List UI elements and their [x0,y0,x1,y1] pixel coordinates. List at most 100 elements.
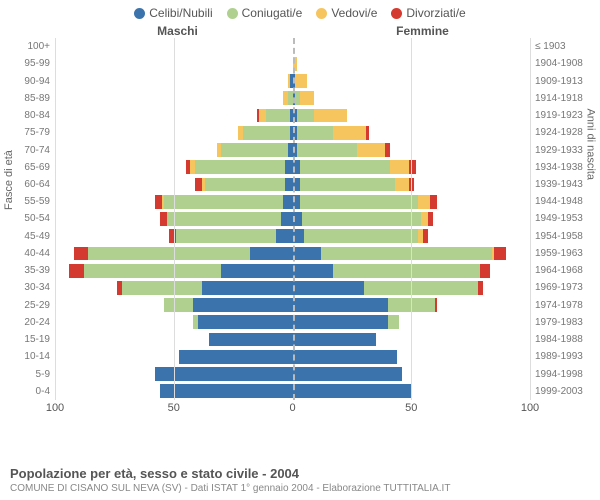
age-label: 60-64 [0,179,50,190]
bar-segment [388,315,400,329]
bar-segment [300,91,314,105]
birth-label: 1999-2003 [535,386,600,397]
birth-label: 1964-1968 [535,265,600,276]
chart-subtitle: COMUNE DI CISANO SUL NEVA (SV) - Dati IS… [10,483,590,494]
bar-segment [293,333,376,347]
bar-segment [314,109,347,123]
grid-line [530,38,531,400]
bar-segment [155,195,162,209]
bar-segment [428,212,433,226]
x-axis: 10050050100 [55,400,530,418]
bar-segment [333,126,366,140]
bar-segment [366,126,368,140]
bar-segment [281,212,293,226]
age-label: 100+ [0,41,50,52]
age-label: 5-9 [0,369,50,380]
bar-segment [259,109,266,123]
bar-segment [435,298,437,312]
bar-segment [193,298,293,312]
chart-container: Celibi/NubiliConiugati/eVedovi/eDivorzia… [0,0,600,500]
birth-label: 1969-1973 [535,282,600,293]
age-label: 50-54 [0,213,50,224]
age-label: 40-44 [0,248,50,259]
bar-segment [88,247,250,261]
bar-segment [364,281,478,295]
bar-segment [155,367,293,381]
x-tick: 100 [46,402,64,414]
bar-segment [357,143,386,157]
birth-label: 1914-1918 [535,93,600,104]
legend-label: Divorziati/e [406,6,465,20]
birth-label: 1989-1993 [535,351,600,362]
age-label: 45-49 [0,231,50,242]
legend-swatch [391,8,402,19]
birth-label: 1904-1908 [535,58,600,69]
bar-segment [221,143,288,157]
bar-segment [285,178,292,192]
x-tick: 50 [168,402,180,414]
bar-segment [385,143,390,157]
bar-segment [69,264,83,278]
bar-segment [395,178,409,192]
birth-label: 1924-1928 [535,127,600,138]
age-label: 95-99 [0,58,50,69]
legend-label: Vedovi/e [331,6,377,20]
age-label: 55-59 [0,196,50,207]
bar-segment [176,229,276,243]
bar-segment [221,264,292,278]
bar-segment [494,247,506,261]
birth-label: 1979-1983 [535,317,600,328]
age-label: 80-84 [0,110,50,121]
center-line [293,38,295,400]
bar-segment [167,212,281,226]
birth-label: 1919-1923 [535,110,600,121]
bar-segment [418,195,430,209]
bar-segment [160,212,167,226]
bar-segment [480,264,490,278]
x-tick: 0 [289,402,295,414]
age-label: 20-24 [0,317,50,328]
bar-segment [160,384,293,398]
bar-segment [195,178,202,192]
bar-segment [266,109,290,123]
bar-segment [243,126,291,140]
bar-segment [321,247,492,261]
gender-headers: Maschi Femmine [0,24,600,38]
legend-item: Celibi/Nubili [134,6,212,20]
birth-label: 1994-1998 [535,369,600,380]
bar-segment [293,247,322,261]
bar-segment [478,281,483,295]
bar-segment [84,264,222,278]
bar-segment [293,367,402,381]
bar-segment [421,212,428,226]
age-label: 35-39 [0,265,50,276]
header-male: Maschi [0,24,300,38]
bar-segment [300,178,395,192]
age-label: 30-34 [0,282,50,293]
bar-segment [293,264,333,278]
bar-segment [295,74,307,88]
birth-label: 1984-1988 [535,334,600,345]
birth-label: ≤ 1903 [535,41,600,52]
legend-swatch [227,8,238,19]
bar-segment [293,281,364,295]
legend-swatch [316,8,327,19]
bar-segment [293,298,388,312]
x-tick: 50 [405,402,417,414]
legend: Celibi/NubiliConiugati/eVedovi/eDivorzia… [0,0,600,20]
bar-segment [285,160,292,174]
birth-label: 1974-1978 [535,300,600,311]
age-label: 70-74 [0,145,50,156]
birth-label: 1954-1958 [535,231,600,242]
bar-segment [297,143,356,157]
bar-segment [297,109,314,123]
legend-item: Vedovi/e [316,6,377,20]
bar-segment [164,298,193,312]
footer: Popolazione per età, sesso e stato civil… [10,466,590,494]
age-label: 90-94 [0,76,50,87]
legend-swatch [134,8,145,19]
header-female: Femmine [300,24,600,38]
bar-segment [164,195,283,209]
birth-label: 1909-1913 [535,76,600,87]
bar-segment [122,281,203,295]
